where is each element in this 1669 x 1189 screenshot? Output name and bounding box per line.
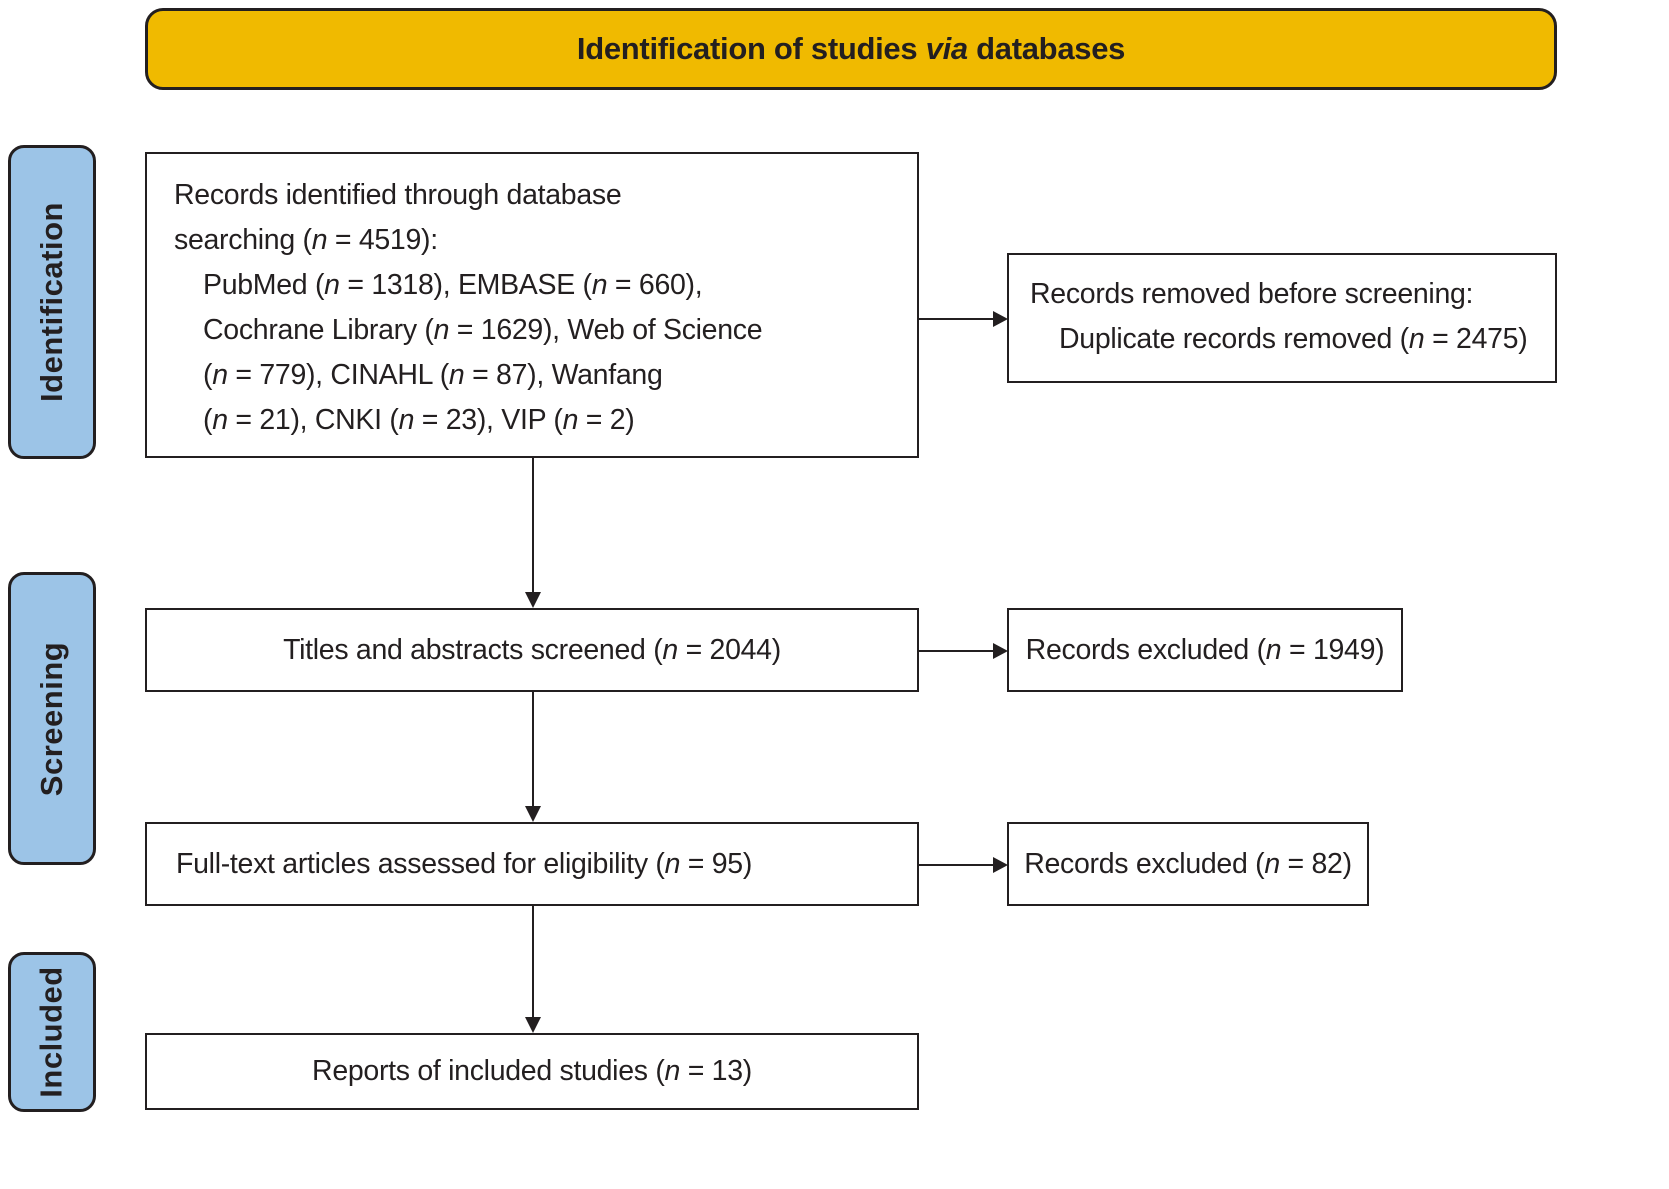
diagram-title-banner: Identification of studies via databases [145, 8, 1557, 90]
arrow-shaft [919, 650, 993, 652]
arrow-screened-to-fulltext [524, 692, 542, 822]
box-titles-abstracts-screened: Titles and abstracts screened (n = 2044) [145, 608, 919, 692]
records-removed-line2: Duplicate records removed (n = 2475) [1059, 323, 1528, 355]
arrow-right-icon [993, 311, 1008, 327]
box-records-excluded-screening: Records excluded (n = 1949) [1007, 608, 1403, 692]
arrow-down-icon [525, 1017, 541, 1033]
arrow-down-icon [525, 592, 541, 608]
stage-label-included: Included [8, 952, 96, 1112]
arrow-down-icon [525, 806, 541, 822]
records-excluded-fulltext-text: Records excluded (n = 82) [1024, 847, 1352, 880]
records-removed-line1: Records removed before screening: [1030, 278, 1474, 310]
stage-label-included-text: Included [34, 966, 70, 1098]
arrow-shaft [532, 692, 534, 806]
arrow-shaft [532, 458, 534, 592]
arrow-shaft [919, 318, 993, 320]
box-fulltext-assessed: Full-text articles assessed for eligibil… [145, 822, 919, 906]
records-identified-line3: PubMed (n = 1318), EMBASE (n = 660), [203, 269, 703, 301]
arrow-fulltext-to-excluded [919, 856, 1008, 874]
stage-label-screening: Screening [8, 572, 96, 865]
records-identified-line6: (n = 21), CNKI (n = 23), VIP (n = 2) [203, 404, 635, 436]
stage-label-screening-text: Screening [34, 641, 70, 796]
arrow-shaft [919, 864, 993, 866]
arrow-identified-to-removed [919, 310, 1008, 328]
records-identified-line2: searching (n = 4519): [174, 224, 438, 256]
diagram-title: Identification of studies via databases [576, 31, 1126, 66]
records-identified-line4: Cochrane Library (n = 1629), Web of Scie… [203, 314, 763, 346]
fulltext-assessed-text: Full-text articles assessed for eligibil… [176, 847, 753, 880]
box-records-identified: Records identified through database sear… [145, 152, 919, 458]
titles-abstracts-screened-text: Titles and abstracts screened (n = 2044) [283, 633, 781, 666]
stage-label-identification: Identification [8, 145, 96, 459]
box-records-removed-before-screening: Records removed before screening: Duplic… [1007, 253, 1557, 383]
records-identified-line1: Records identified through database [174, 179, 622, 211]
arrow-shaft [532, 906, 534, 1017]
stage-label-identification-text: Identification [34, 202, 70, 402]
arrow-screened-to-excluded [919, 642, 1008, 660]
records-excluded-screening-text: Records excluded (n = 1949) [1025, 633, 1385, 666]
arrow-identified-to-screened [524, 458, 542, 608]
arrow-fulltext-to-included [524, 906, 542, 1033]
arrow-right-icon [993, 857, 1008, 873]
arrow-right-icon [993, 643, 1008, 659]
box-reports-included: Reports of included studies (n = 13) [145, 1033, 919, 1110]
records-identified-line5: (n = 779), CINAHL (n = 87), Wanfang [203, 359, 663, 391]
box-records-excluded-fulltext: Records excluded (n = 82) [1007, 822, 1369, 906]
reports-included-text: Reports of included studies (n = 13) [312, 1055, 752, 1087]
